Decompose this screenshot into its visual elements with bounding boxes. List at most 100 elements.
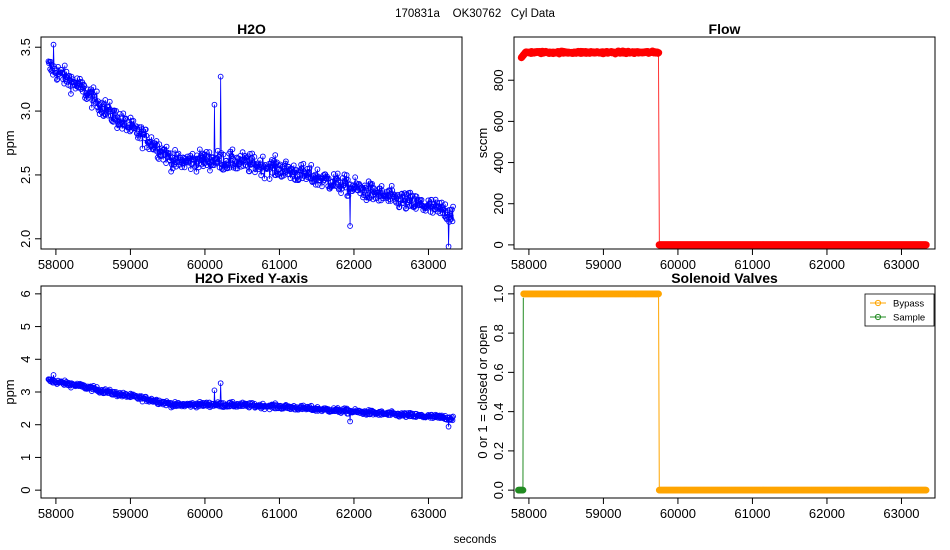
h2o-point — [251, 153, 258, 160]
x-tick-label: 63000 — [410, 506, 446, 521]
x-tick-label: 58000 — [38, 257, 74, 272]
panel-title: Flow — [709, 21, 741, 37]
h2o-point — [74, 75, 81, 82]
flow-line — [521, 49, 927, 246]
y-tick-label: 4 — [18, 356, 33, 363]
h2o-point — [156, 141, 163, 148]
h2o-point — [225, 161, 232, 167]
h2o-point — [112, 114, 119, 121]
y-tick-label: 0.2 — [491, 442, 506, 460]
h2o-point — [169, 154, 176, 161]
h2o-point — [220, 151, 227, 158]
panel-title: H2O Fixed Y-axis — [195, 270, 309, 286]
x-tick-label: 60000 — [660, 257, 696, 272]
h2o-point — [193, 168, 200, 175]
h2o-point — [163, 143, 170, 150]
h2o-point — [50, 41, 57, 48]
h2o-point — [306, 165, 313, 172]
h2o-point — [287, 175, 294, 181]
h2o-point — [168, 168, 174, 175]
x-tick-label: 61000 — [261, 506, 297, 521]
h2o-point — [446, 206, 453, 213]
h2o-point — [83, 96, 90, 102]
bypass-point — [922, 486, 930, 494]
h2o-point — [366, 195, 373, 202]
y-tick-label: 0.6 — [491, 363, 506, 381]
h2o-point — [54, 76, 61, 82]
h2o-fixed-point — [450, 413, 456, 420]
h2o-point — [68, 91, 74, 97]
y-tick-label: 3.0 — [18, 102, 33, 120]
h2o-point — [229, 153, 235, 159]
h2o-point — [383, 195, 390, 201]
y-tick-label: 2.0 — [18, 230, 33, 248]
h2o-point — [93, 88, 100, 95]
legend-label: Sample — [893, 313, 925, 324]
h2o-point — [272, 152, 279, 158]
h2o-point — [143, 132, 150, 139]
h2o-point — [92, 96, 99, 103]
sample-line — [518, 297, 524, 491]
h2o-point — [217, 151, 223, 158]
x-tick-label: 59000 — [585, 506, 621, 521]
h2o-point — [400, 200, 407, 207]
h2o-point — [204, 158, 211, 165]
h2o-point — [297, 168, 304, 175]
x-tick-label: 61000 — [261, 257, 297, 272]
y-tick-label: 0.4 — [491, 403, 506, 421]
h2o-point — [196, 146, 203, 153]
h2o-point — [339, 185, 346, 192]
h2o-point — [174, 151, 181, 158]
h2o-point — [104, 107, 110, 113]
legend: Bypass Sample — [864, 293, 935, 327]
h2o-point — [169, 165, 176, 172]
x-tick-label: 60000 — [187, 506, 223, 521]
h2o-point — [86, 89, 92, 96]
y-tick-label: 800 — [491, 69, 506, 91]
plot-frame — [40, 285, 463, 499]
h2o-point — [207, 167, 213, 174]
x-tick-label: 61000 — [734, 257, 770, 272]
h2o-point — [355, 181, 362, 188]
h2o-point — [113, 107, 119, 114]
h2o-point — [130, 118, 137, 124]
h2o-point — [409, 192, 416, 199]
h2o-point — [47, 58, 54, 65]
h2o-point — [272, 172, 279, 179]
h2o-fixed-point — [217, 380, 224, 387]
h2o-point — [90, 84, 97, 91]
h2o-point — [360, 194, 366, 201]
h2o-point — [247, 161, 254, 168]
h2o-point — [447, 213, 454, 219]
h2o-fixed-point — [50, 372, 57, 378]
y-axis-label: sccm — [475, 128, 490, 158]
h2o-point — [293, 167, 300, 173]
panel-3: H2O Fixed Y-axis 58000 59000 60000 61000 6200… — [2, 270, 463, 521]
h2o-point — [192, 155, 199, 162]
h2o-point — [68, 73, 75, 80]
h2o-point — [203, 148, 210, 155]
h2o-point — [211, 101, 218, 108]
y-axis-label: ppm — [2, 130, 17, 155]
plot-area — [45, 41, 456, 249]
flow-point — [922, 241, 930, 249]
h2o-point — [91, 93, 98, 100]
bypass-point — [655, 290, 662, 298]
h2o-point — [55, 63, 61, 70]
h2o-point — [127, 128, 133, 135]
h2o-fixed-point — [61, 377, 68, 384]
h2o-point — [217, 73, 224, 80]
h2o-point — [334, 176, 340, 182]
y-tick-label: 1.0 — [491, 285, 506, 303]
plot-frame — [513, 36, 936, 250]
x-tick-label: 62000 — [336, 506, 372, 521]
h2o-point — [362, 184, 369, 191]
h2o-point — [330, 171, 337, 177]
h2o-point — [51, 63, 57, 70]
x-tick-label: 59000 — [112, 257, 148, 272]
h2o-point — [90, 91, 96, 97]
h2o-point — [370, 196, 377, 203]
panel-title: Solenoid Valves — [671, 270, 778, 286]
h2o-point — [139, 126, 145, 132]
h2o-point — [385, 198, 392, 204]
